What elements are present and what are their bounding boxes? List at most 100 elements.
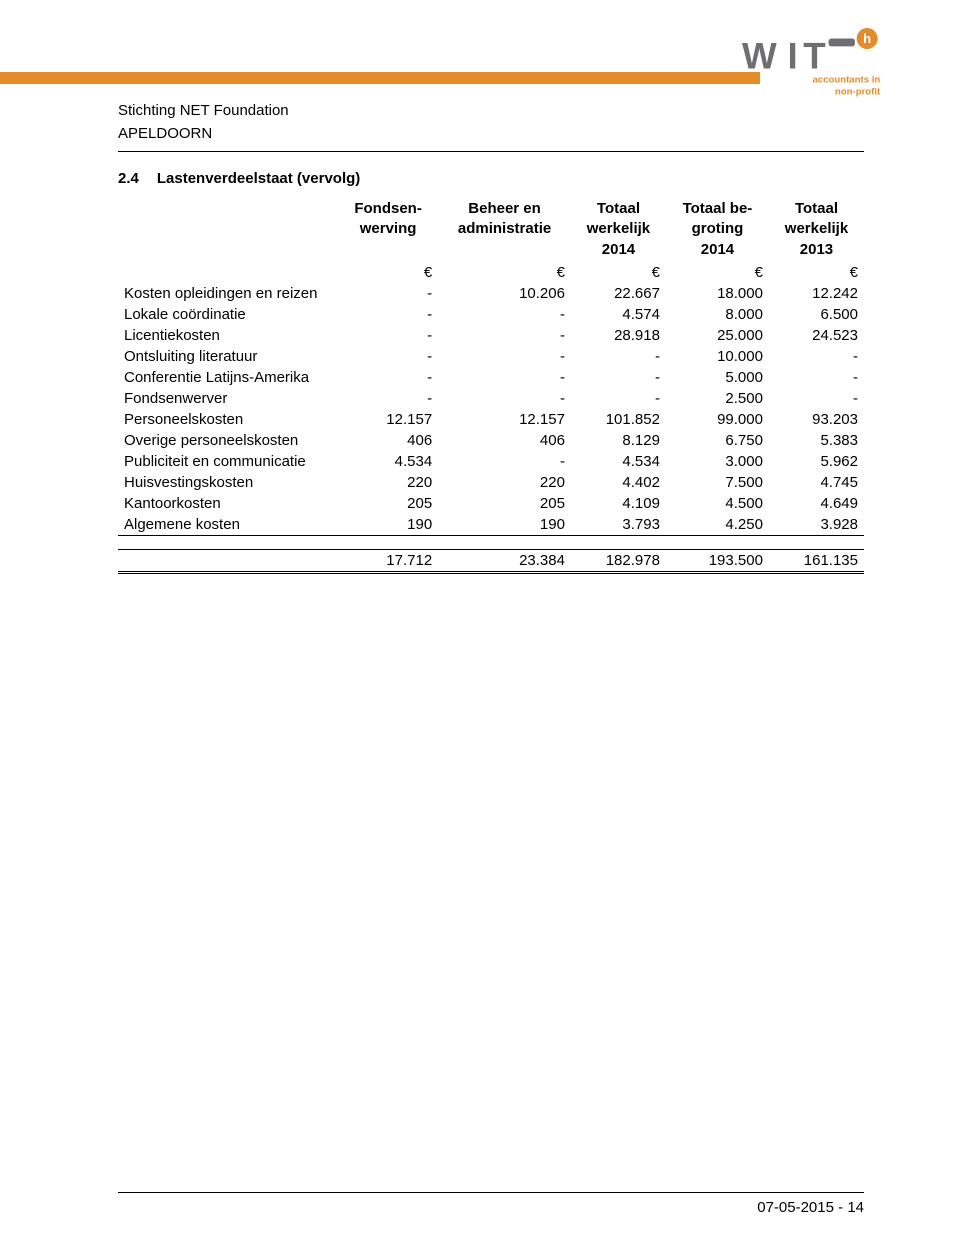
- cell: -: [769, 346, 864, 367]
- header-divider: [118, 151, 864, 152]
- row-label: Licentiekosten: [118, 325, 338, 346]
- cell: 4.500: [666, 493, 769, 514]
- table-head: Fondsen-werving Beheer enadministratie T…: [118, 197, 864, 283]
- cell: 406: [338, 430, 438, 451]
- cell: 4.574: [571, 304, 666, 325]
- footer-page: 14: [847, 1199, 864, 1216]
- cell: 12.157: [338, 409, 438, 430]
- cell: 190: [438, 514, 571, 536]
- total-c1: 17.712: [338, 549, 438, 572]
- col-header-5: Totaalwerkelijk2013: [769, 197, 864, 262]
- cell: 4.402: [571, 472, 666, 493]
- cell: 5.962: [769, 451, 864, 472]
- cell: -: [769, 367, 864, 388]
- col-header-1: Fondsen-werving: [338, 197, 438, 262]
- cell: 18.000: [666, 283, 769, 304]
- cell: -: [438, 451, 571, 472]
- row-label: Algemene kosten: [118, 514, 338, 536]
- table-row: Lokale coördinatie--4.5748.0006.500: [118, 304, 864, 325]
- cell: 12.242: [769, 283, 864, 304]
- cell: 24.523: [769, 325, 864, 346]
- cell: -: [438, 325, 571, 346]
- cell: 12.157: [438, 409, 571, 430]
- cell: 8.129: [571, 430, 666, 451]
- section-title: Lastenverdeelstaat (vervolg): [157, 170, 360, 187]
- organization-city: APELDOORN: [118, 123, 864, 146]
- table-row: Ontsluiting literatuur---10.000-: [118, 346, 864, 367]
- row-label: Lokale coördinatie: [118, 304, 338, 325]
- cell: 4.109: [571, 493, 666, 514]
- cell: 93.203: [769, 409, 864, 430]
- cell: -: [338, 388, 438, 409]
- cell: 2.500: [666, 388, 769, 409]
- cell: -: [338, 367, 438, 388]
- total-c5: 161.135: [769, 549, 864, 572]
- row-label: Overige personeelskosten: [118, 430, 338, 451]
- cell: 25.000: [666, 325, 769, 346]
- cell: 4.649: [769, 493, 864, 514]
- cell: -: [438, 346, 571, 367]
- col-header-label: [118, 197, 338, 262]
- cell: 22.667: [571, 283, 666, 304]
- svg-text:I: I: [788, 35, 798, 76]
- cell: 205: [438, 493, 571, 514]
- row-label: Publiciteit en communicatie: [118, 451, 338, 472]
- financial-table: Fondsen-werving Beheer enadministratie T…: [118, 197, 864, 574]
- svg-text:T: T: [803, 35, 826, 76]
- col-header-2: Beheer enadministratie: [438, 197, 571, 262]
- row-label: Kantoorkosten: [118, 493, 338, 514]
- cell: -: [769, 388, 864, 409]
- currency-row: € € € € €: [118, 262, 864, 283]
- footer-divider: [118, 1192, 864, 1193]
- logo: h W I T accountants in non-profit: [742, 28, 882, 107]
- spacer-row: [118, 535, 864, 549]
- cell: 5.000: [666, 367, 769, 388]
- page-footer: 07-05-2015 - 14: [118, 1192, 864, 1216]
- cell: 205: [338, 493, 438, 514]
- table-row: Kantoorkosten2052054.1094.5004.649: [118, 493, 864, 514]
- cell: 6.500: [769, 304, 864, 325]
- cell: 4.534: [571, 451, 666, 472]
- cell: 220: [338, 472, 438, 493]
- footer-sep: -: [838, 1199, 847, 1216]
- currency-1: €: [338, 262, 438, 283]
- footer-date: 07-05-2015: [757, 1199, 834, 1216]
- cell: -: [338, 304, 438, 325]
- organization-name: Stichting NET Foundation: [118, 100, 864, 123]
- table-row: Overige personeelskosten4064068.1296.750…: [118, 430, 864, 451]
- cell: -: [338, 346, 438, 367]
- row-label: Huisvestingskosten: [118, 472, 338, 493]
- cell: 6.750: [666, 430, 769, 451]
- cell: -: [338, 325, 438, 346]
- cell: 3.000: [666, 451, 769, 472]
- table-row: Publiciteit en communicatie4.534-4.5343.…: [118, 451, 864, 472]
- table-row: Huisvestingskosten2202204.4027.5004.745: [118, 472, 864, 493]
- cell: 3.928: [769, 514, 864, 536]
- section-heading: 2.4 Lastenverdeelstaat (vervolg): [118, 170, 864, 187]
- table-row: Conferentie Latijns-Amerika---5.000-: [118, 367, 864, 388]
- footer-text: 07-05-2015 - 14: [118, 1199, 864, 1216]
- cell: 10.206: [438, 283, 571, 304]
- row-label: Fondsenwerver: [118, 388, 338, 409]
- cell: 8.000: [666, 304, 769, 325]
- cell: 5.383: [769, 430, 864, 451]
- logo-svg: h W I T accountants in non-profit: [742, 28, 882, 107]
- table-row: Fondsenwerver---2.500-: [118, 388, 864, 409]
- cell: 190: [338, 514, 438, 536]
- cell: -: [571, 367, 666, 388]
- total-c3: 182.978: [571, 549, 666, 572]
- logo-tagline-1: accountants in: [812, 74, 880, 85]
- row-label: Personeelskosten: [118, 409, 338, 430]
- row-label: Conferentie Latijns-Amerika: [118, 367, 338, 388]
- cell: 3.793: [571, 514, 666, 536]
- total-c4: 193.500: [666, 549, 769, 572]
- row-label: Ontsluiting literatuur: [118, 346, 338, 367]
- currency-2: €: [438, 262, 571, 283]
- cell: 99.000: [666, 409, 769, 430]
- cell: 10.000: [666, 346, 769, 367]
- total-c2: 23.384: [438, 549, 571, 572]
- totals-row: 17.712 23.384 182.978 193.500 161.135: [118, 549, 864, 572]
- table-row: Algemene kosten1901903.7934.2503.928: [118, 514, 864, 536]
- cell: 220: [438, 472, 571, 493]
- cell: -: [438, 304, 571, 325]
